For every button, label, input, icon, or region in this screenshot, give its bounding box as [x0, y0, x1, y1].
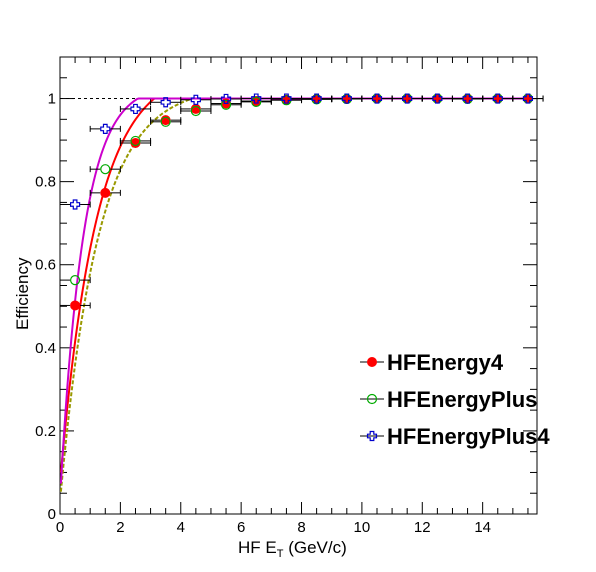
data-point: [69, 199, 81, 210]
legend-label: HFEnergyPlus: [387, 387, 537, 412]
y-tick-label: 0: [48, 506, 56, 523]
data-point: [160, 97, 171, 108]
data-point: [220, 93, 232, 105]
y-tick-label: 0.2: [35, 423, 56, 440]
x-axis-title-unit: (GeV/c): [283, 538, 346, 557]
data-point: [130, 135, 141, 147]
data-point: [492, 93, 503, 104]
data-point: [462, 93, 473, 104]
legend-label: HFEnergyPlus4: [387, 424, 550, 449]
x-tick-label: 12: [414, 519, 431, 536]
y-tick-label: 1: [48, 91, 56, 108]
data-point: [190, 103, 201, 114]
legend-marker: [366, 393, 378, 405]
data-point: [432, 93, 443, 104]
x-tick-label: 10: [354, 519, 371, 536]
legend-entry-hfenergyplus: HFEnergyPlus: [360, 387, 537, 412]
data-point: [341, 93, 352, 104]
y-tick-label: 0.8: [35, 174, 56, 191]
legend-marker: [366, 430, 378, 442]
data-point: [522, 93, 534, 104]
data-point: [160, 116, 171, 127]
data-point: [311, 93, 322, 104]
data-point: [100, 164, 111, 175]
y-tick-label: 0.6: [35, 257, 56, 274]
x-tick-label: 14: [474, 519, 491, 536]
series-hfenergyplus4: [59, 93, 544, 210]
data-point: [100, 187, 111, 198]
x-tick-label: 2: [116, 519, 124, 536]
data-point: [69, 274, 81, 286]
legend-marker: [367, 357, 377, 367]
data-point: [190, 94, 201, 105]
series-hfenergy4: [59, 93, 544, 311]
x-tick-label: 8: [297, 519, 305, 536]
y-axis-title: Efficiency: [13, 257, 32, 330]
data-point: [70, 300, 81, 311]
data-point: [402, 93, 413, 104]
x-axis-title: HF ET (GeV/c): [238, 538, 347, 560]
x-axis-title-subscript: T: [277, 548, 284, 560]
x-tick-label: 4: [177, 519, 185, 536]
legend-entry-hfenergyplus4: HFEnergyPlus4: [360, 424, 550, 449]
y-tick-label: 0.4: [35, 340, 56, 357]
data-point: [190, 105, 201, 117]
data-point: [371, 93, 383, 104]
data-point: [130, 103, 141, 115]
fit-curve-hfenergy4: [59, 97, 528, 473]
data-point: [281, 93, 292, 104]
legend-label: HFEnergy4: [387, 350, 504, 375]
x-axis-title-main: HF E: [238, 538, 277, 557]
legend-entry-hfenergy4: HFEnergy4: [360, 350, 504, 375]
data-points: [59, 93, 544, 311]
data-point: [100, 123, 111, 134]
data-point: [251, 93, 262, 104]
data-point: [130, 137, 141, 148]
data-point: [251, 96, 262, 107]
x-tick-label: 6: [237, 519, 245, 536]
data-point: [220, 99, 232, 110]
legend: HFEnergy4 HFEnergyPlus HFEnergyPlus4: [360, 350, 550, 449]
x-tick-label: 0: [56, 519, 64, 536]
axis-ticks: 0 2 4 6 8 10 12 14 0 0.2 0.4 0.6 0.8 1: [35, 56, 537, 536]
